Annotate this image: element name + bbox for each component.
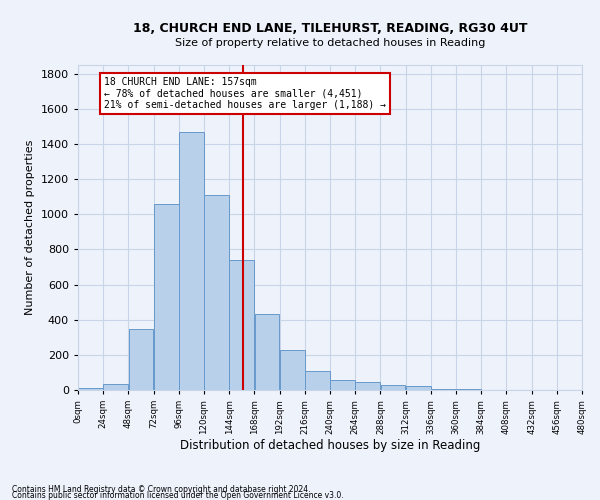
Y-axis label: Number of detached properties: Number of detached properties (25, 140, 35, 315)
Bar (204, 195, 229, 390)
Bar (330, 380, 355, 390)
Bar (154, 204, 179, 390)
Bar (406, 386, 431, 390)
Bar (305, 370, 330, 390)
Bar (103, 384, 128, 390)
Text: 18, CHURCH END LANE, TILEHURST, READING, RG30 4UT: 18, CHURCH END LANE, TILEHURST, READING,… (133, 22, 527, 36)
Text: Size of property relative to detached houses in Reading: Size of property relative to detached ho… (175, 38, 485, 48)
Bar (229, 260, 254, 390)
Bar (456, 389, 481, 390)
Bar (431, 389, 456, 390)
Text: 18 CHURCH END LANE: 157sqm
← 78% of detached houses are smaller (4,451)
21% of s: 18 CHURCH END LANE: 157sqm ← 78% of deta… (104, 78, 386, 110)
X-axis label: Distribution of detached houses by size in Reading: Distribution of detached houses by size … (180, 440, 480, 452)
Bar (380, 384, 406, 390)
Bar (355, 382, 380, 390)
Bar (254, 314, 280, 390)
Bar (179, 132, 204, 390)
Text: Contains HM Land Registry data © Crown copyright and database right 2024.: Contains HM Land Registry data © Crown c… (12, 485, 311, 494)
Bar (280, 350, 305, 390)
Bar (128, 328, 154, 390)
Bar (78, 388, 103, 390)
Text: Contains public sector information licensed under the Open Government Licence v3: Contains public sector information licen… (12, 491, 344, 500)
